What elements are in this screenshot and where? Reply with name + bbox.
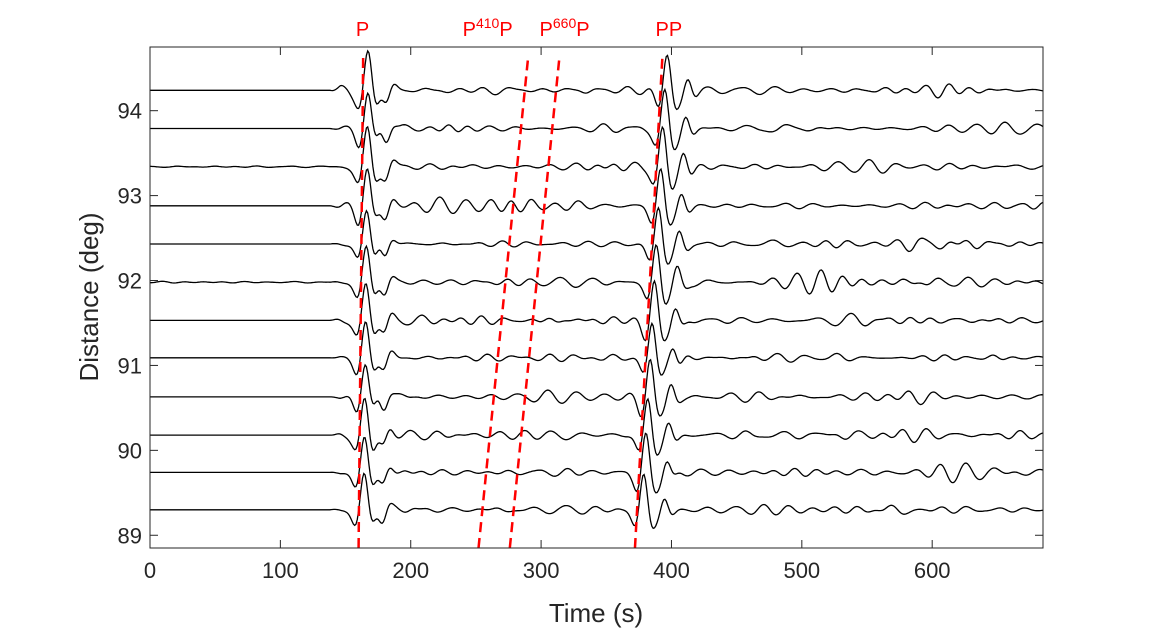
phase-curve [633,57,664,548]
seismogram-trace [150,125,1043,190]
x-tick-label: 300 [523,558,560,583]
seismogram-trace [150,49,1043,111]
phase-labels: P P410P P660P PP [356,15,682,41]
x-axis-ticks: 0 100 200 300 400 500 600 [144,47,951,583]
phase-label: PP [656,19,683,41]
phase-label: P [356,19,369,41]
phase-label-superscript: 410 [476,15,500,31]
phase-curve [477,57,530,548]
seismogram-trace [150,87,1043,151]
y-tick-label: 91 [118,353,142,378]
phase-label-superscript: 660 [553,15,577,31]
x-tick-label: 500 [783,558,820,583]
phase-label-text: P [540,19,553,41]
y-tick-label: 89 [118,523,142,548]
seismogram-trace [150,358,1043,418]
y-tick-label: 94 [118,99,142,124]
x-tick-label: 400 [653,558,690,583]
seismogram-trace [150,279,1043,342]
y-axis-ticks: 89 90 91 92 93 94 [118,99,1043,548]
x-tick-label: 100 [262,558,299,583]
x-tick-label: 600 [914,558,951,583]
phase-label-text: P [356,19,369,41]
phase-curve [508,57,561,548]
seismogram-trace [150,206,1043,265]
x-tick-label: 0 [144,558,156,583]
phase-label-text: P [499,19,512,41]
phase-label-text: PP [656,19,683,41]
seismogram-trace [150,167,1043,226]
y-tick-label: 90 [118,438,142,463]
x-axis-title: Time (s) [549,598,643,628]
plot-frame [149,46,1044,549]
seismogram-trace [150,472,1043,530]
y-tick-label: 93 [118,184,142,209]
seismogram-trace [150,321,1043,376]
phase-label-text: P [576,19,589,41]
phase-label: P410P [463,15,513,41]
traces-group [150,49,1043,530]
y-tick-label: 92 [118,269,142,294]
seismogram-trace [150,397,1043,456]
seismogram-trace [150,243,1043,305]
y-axis-title: Distance (deg) [74,212,104,381]
phase-curves-group [357,57,664,548]
seismogram-trace [150,432,1043,494]
x-tick-label: 200 [392,558,429,583]
phase-label-text: P [463,19,476,41]
phase-curve [357,58,365,548]
phase-label: P660P [540,15,590,41]
